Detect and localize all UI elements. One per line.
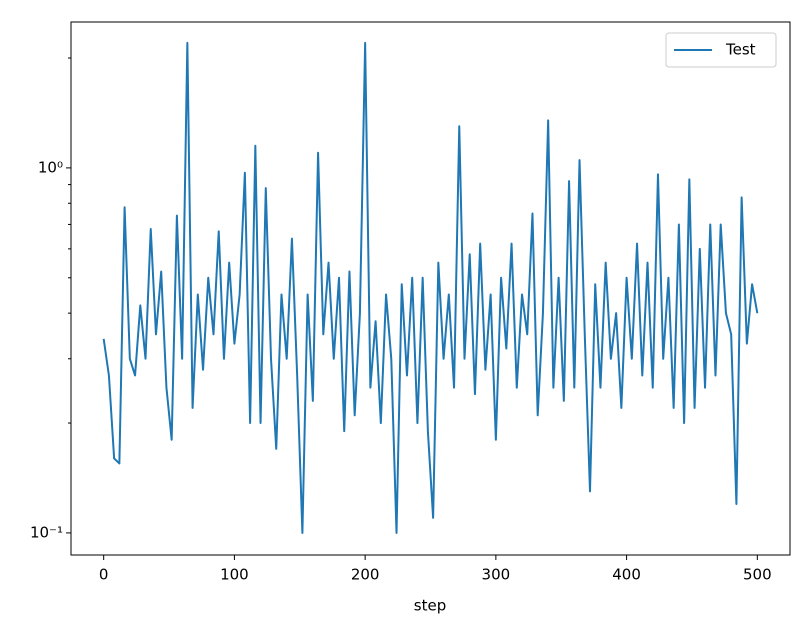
y-tick-label: 10⁻¹	[30, 523, 63, 541]
line-series	[102, 41, 759, 534]
x-tick-label: 300	[482, 566, 511, 584]
plot-frame	[70, 21, 791, 556]
legend-label: Test	[725, 41, 756, 59]
x-axis-label: step	[414, 597, 446, 615]
y-tick-label: 10⁰	[38, 158, 63, 176]
x-tick-label: 100	[220, 566, 249, 584]
x-tick-label: 0	[99, 566, 109, 584]
legend-box	[665, 32, 777, 68]
x-tick-label: 400	[612, 566, 641, 584]
x-tick-label: 200	[351, 566, 380, 584]
x-tick-label: 500	[743, 566, 772, 584]
